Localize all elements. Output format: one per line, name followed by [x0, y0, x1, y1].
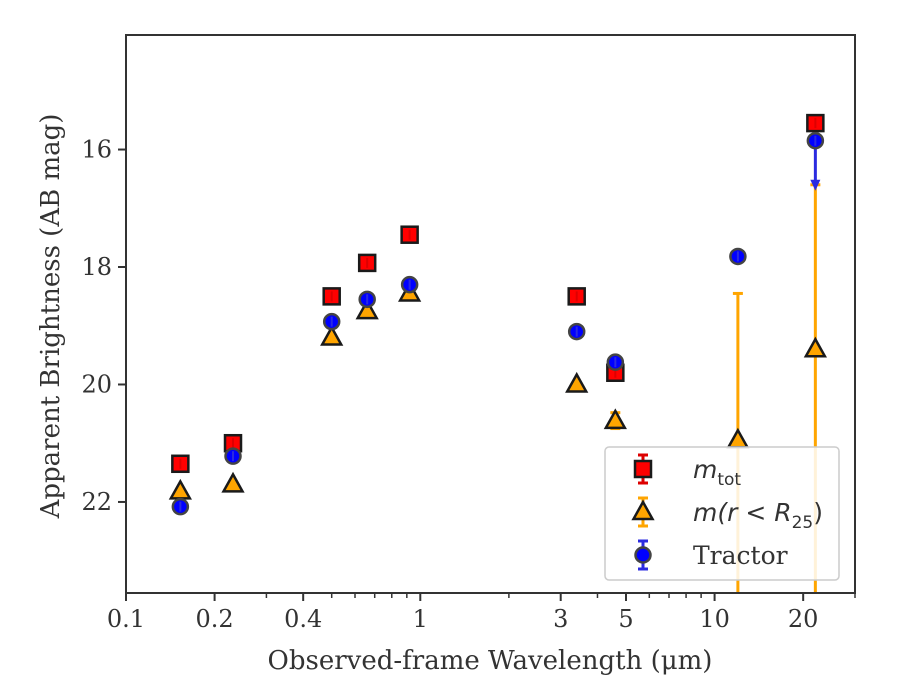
y-axis-title: Apparent Brightness (AB mag) [36, 114, 66, 520]
y-tick-label: 16 [81, 136, 112, 164]
x-tick-label: 10 [699, 605, 730, 633]
x-tick-label: 20 [788, 605, 819, 633]
legend-marker-circle [634, 546, 652, 564]
y-tick-label: 22 [81, 488, 112, 516]
x-tick-label: 0.1 [107, 605, 145, 633]
upper-limit-arrowhead [810, 179, 821, 191]
y-tick-label: 20 [81, 370, 112, 398]
x-tick-label: 1 [413, 605, 428, 633]
legend-marker-square [633, 459, 653, 479]
x-tick-label: 0.4 [284, 605, 322, 633]
legend-box [604, 446, 840, 581]
x-tick-label: 3 [553, 605, 568, 633]
plot-frame [125, 34, 856, 594]
legend: mtot m(r < R25) Tractor [604, 446, 840, 581]
x-tick-label: 5 [618, 605, 633, 633]
legend-label-circle: Tractor [693, 541, 788, 570]
plot-area [168, 113, 827, 593]
legend-label-triangle: m(r < R25) [693, 498, 823, 533]
legend-label-square: mtot [693, 455, 741, 490]
axes: 0.1 0.2 0.4 1 3 5 10 20 16 18 20 22 [81, 34, 856, 633]
legend-marker-triangle [631, 499, 655, 521]
x-tick-label: 0.2 [196, 605, 234, 633]
y-tick-label: 18 [81, 253, 112, 281]
x-axis-title: Observed-frame Wavelength (μm) [268, 646, 713, 676]
